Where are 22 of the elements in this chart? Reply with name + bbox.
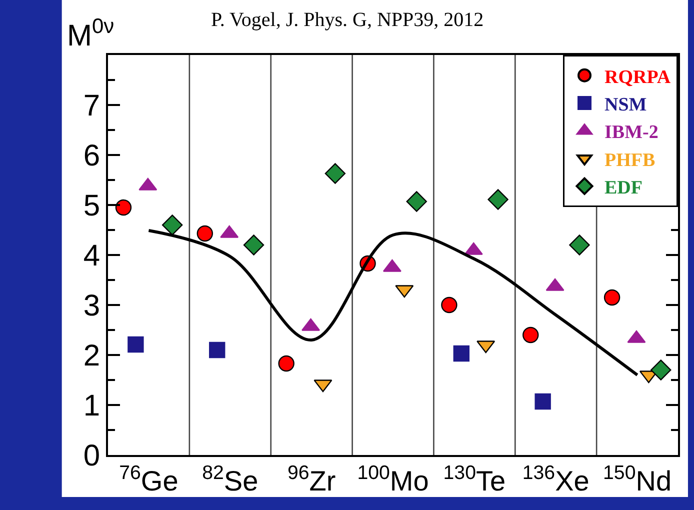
y-tick-label: 0	[83, 440, 100, 472]
legend-label: RQRPA	[604, 66, 671, 88]
legend-label: IBM-2	[604, 122, 658, 144]
x-tick-label: $^{150}$Nd	[603, 462, 672, 497]
x-tick-label: $^{130}$Te	[443, 462, 506, 497]
y-axis-title: M$^{0ν}$	[67, 15, 114, 53]
y-tick-label: 3	[83, 290, 100, 322]
x-tick-label: $^{96}$Zr	[287, 462, 336, 497]
y-tick-label: 2	[83, 340, 100, 372]
x-tick-label: $^{100}$Mo	[357, 462, 429, 497]
legend-label: EDF	[604, 178, 642, 199]
legend-label: PHFB	[604, 150, 656, 171]
x-tick-label: $^{136}$Xe	[522, 462, 590, 497]
chart-title: P. Vogel, J. Phys. G, NPP39, 2012	[211, 9, 484, 31]
x-tick-label: $^{82}$Se	[202, 462, 258, 497]
y-tick-label: 5	[83, 190, 100, 222]
y-tick-label: 4	[83, 240, 100, 272]
x-tick-label: $^{76}$Ge	[119, 462, 178, 497]
y-tick-label: 6	[83, 140, 100, 172]
legend-label: NSM	[604, 94, 647, 116]
y-tick-label: 7	[83, 90, 100, 122]
y-tick-label: 1	[83, 390, 100, 422]
